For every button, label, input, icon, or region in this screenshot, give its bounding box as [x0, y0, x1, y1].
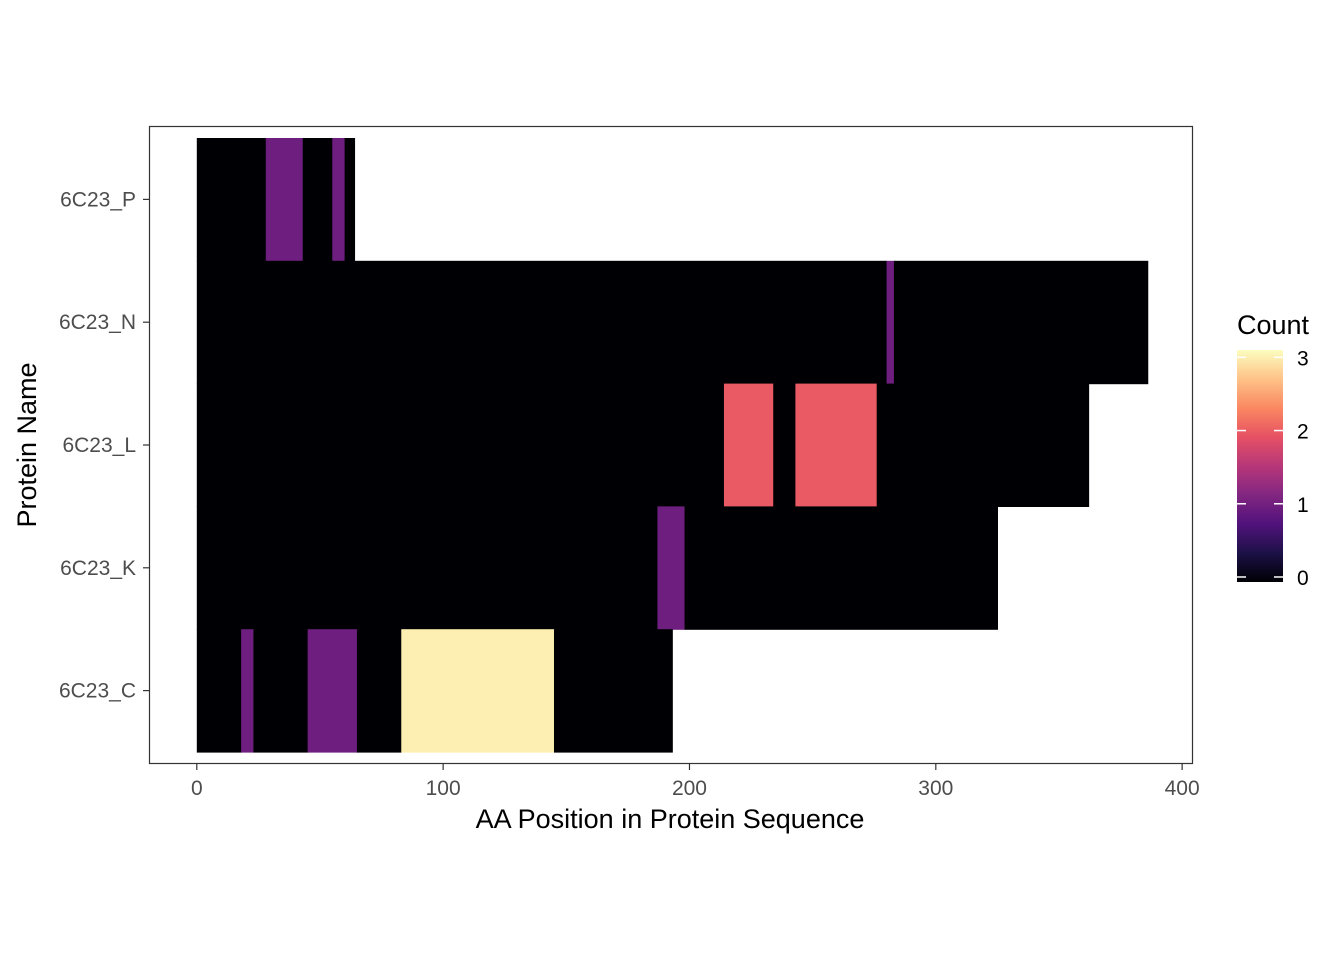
heatmap-tile — [684, 506, 998, 630]
x-tick-label: 200 — [672, 777, 707, 800]
heatmap-tile — [344, 138, 356, 262]
heatmap-tile — [241, 629, 255, 753]
heatmap-tile — [657, 506, 686, 630]
heatmap-tile — [893, 260, 1149, 385]
heatmap-tile — [332, 138, 346, 262]
x-tick-label: 400 — [1165, 777, 1200, 800]
legend-colorbar — [1237, 350, 1283, 582]
x-tick-label: 100 — [426, 777, 461, 800]
legend-title: Count — [1237, 310, 1310, 340]
x-axis-title: AA Position in Protein Sequence — [476, 804, 865, 834]
heatmap-tile — [265, 138, 304, 262]
y-axis-title: Protein Name — [12, 362, 42, 527]
heatmap-tile — [886, 260, 895, 385]
heatmap-tile — [401, 629, 555, 753]
heatmap-tile — [196, 260, 888, 385]
y-tick-label: 6C23_N — [59, 311, 136, 334]
heatmap-tile — [307, 629, 358, 753]
heatmap-tiles — [196, 138, 1149, 753]
legend-tick-label: 0 — [1297, 567, 1309, 590]
y-tick-label: 6C23_C — [59, 680, 136, 703]
heatmap-tile — [356, 629, 402, 753]
legend-tick-label: 2 — [1297, 421, 1309, 444]
x-axis: 0 100 200 300 400 — [191, 763, 1200, 800]
y-axis: 6C23_C 6C23_K 6C23_L 6C23_N 6C23_P — [59, 188, 150, 703]
heatmap-tile — [773, 383, 796, 507]
color-legend: Count 0 1 2 3 — [1237, 310, 1310, 590]
heatmap-tile — [876, 383, 1090, 507]
heatmap-tile — [196, 629, 242, 753]
legend-tick-label: 1 — [1297, 494, 1309, 517]
heatmap-tile — [723, 383, 774, 507]
y-tick-label: 6C23_P — [60, 188, 136, 211]
heatmap-tile — [196, 138, 267, 262]
heatmap-tile — [795, 383, 878, 507]
legend-ticks: 0 1 2 3 — [1237, 347, 1309, 590]
heatmap-tile — [253, 629, 309, 753]
y-tick-label: 6C23_L — [62, 434, 136, 457]
legend-tick-label: 3 — [1297, 347, 1309, 370]
y-tick-label: 6C23_K — [60, 557, 136, 580]
x-tick-label: 0 — [191, 777, 203, 800]
heatmap-tile — [196, 506, 659, 630]
heatmap-tile — [302, 138, 333, 262]
x-tick-label: 300 — [918, 777, 953, 800]
heatmap-tile — [196, 383, 725, 507]
heatmap-tile — [553, 629, 673, 753]
